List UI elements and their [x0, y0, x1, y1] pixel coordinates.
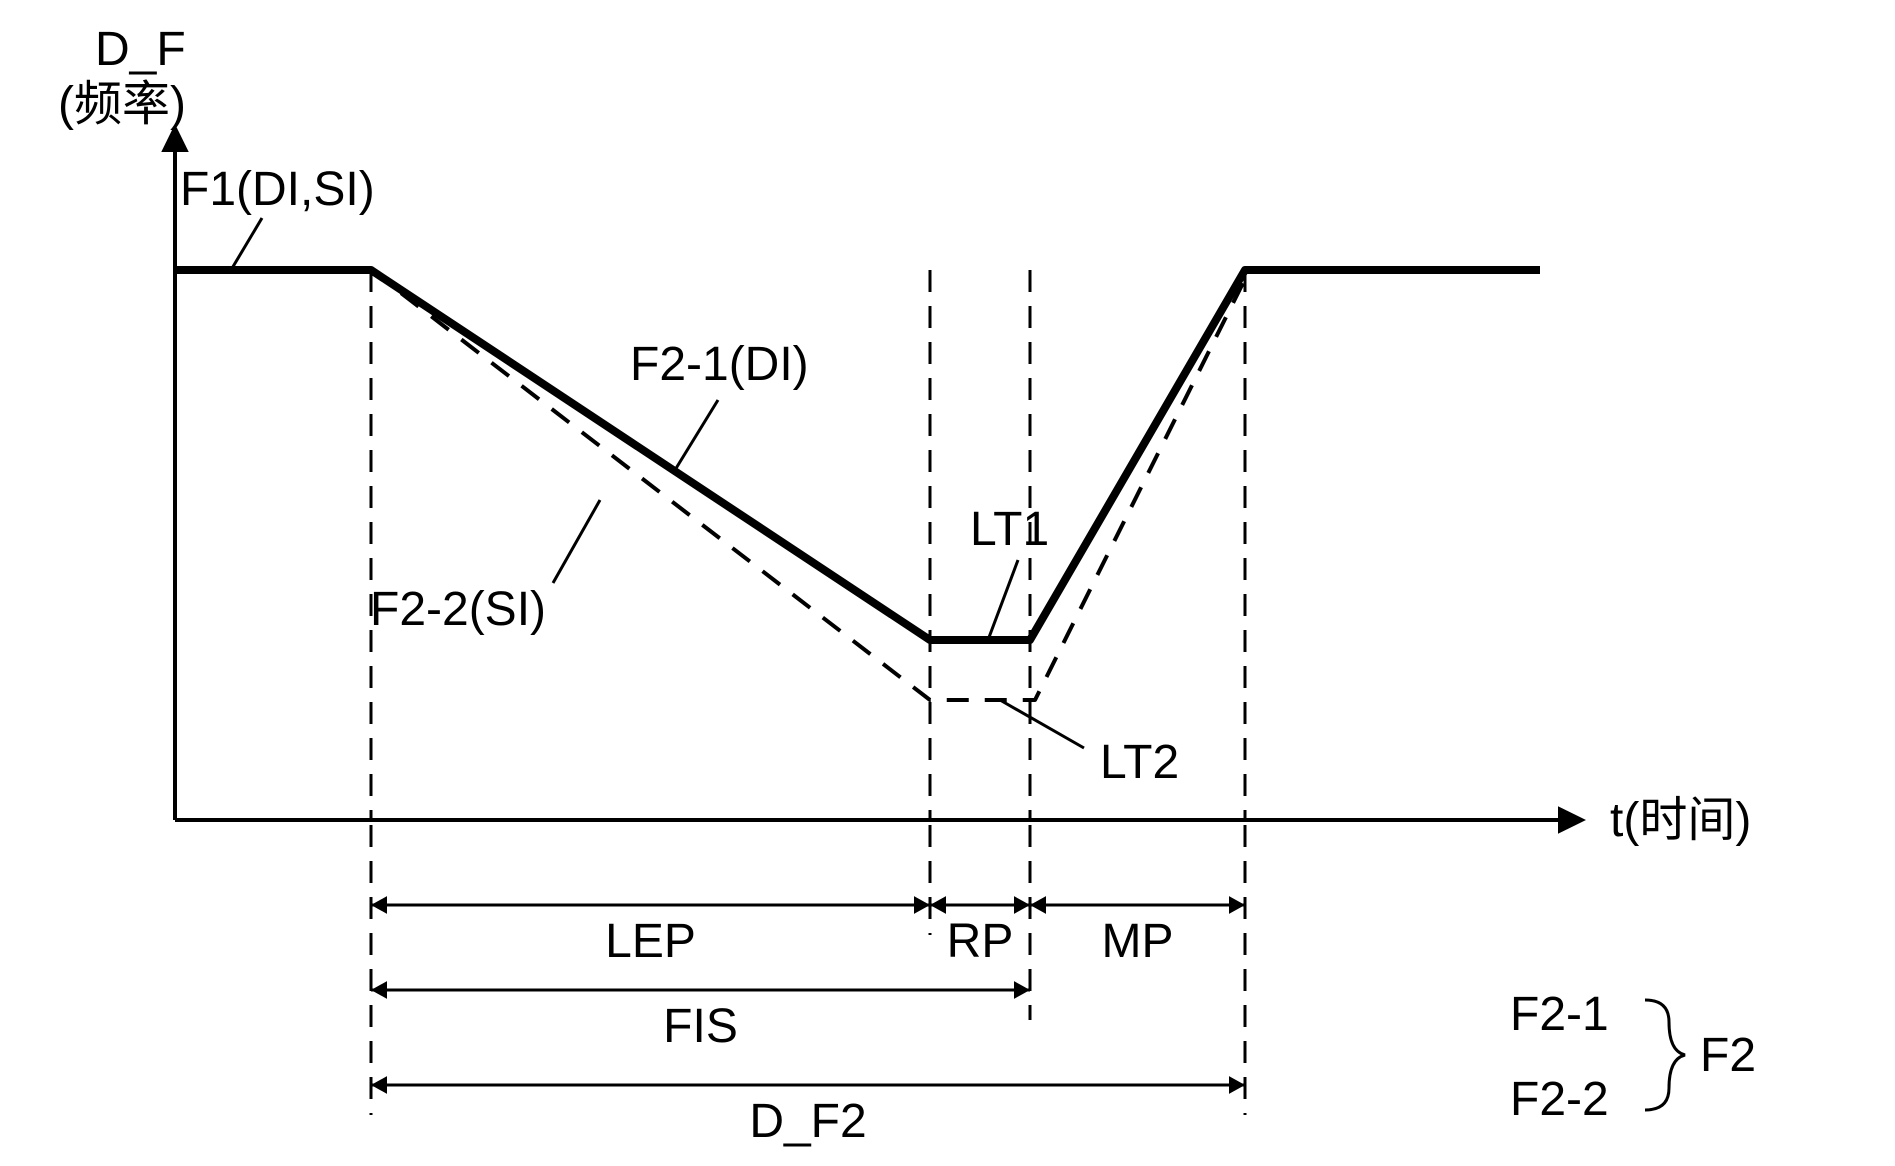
label-fis: FIS	[663, 1000, 738, 1053]
label-f2-2: F2-2(SI)	[370, 583, 546, 636]
legend-f2-2: F2-2	[1510, 1073, 1609, 1126]
label-mp: MP	[1102, 915, 1174, 968]
label-lt1: LT1	[970, 503, 1049, 556]
x-axis-label: t(时间)	[1610, 794, 1751, 847]
y-axis-label-1: D_F	[95, 23, 186, 76]
legend-f2: F2	[1700, 1029, 1756, 1082]
label-rp: RP	[947, 915, 1014, 968]
label-lep: LEP	[605, 915, 696, 968]
y-axis-label-2: (频率)	[58, 78, 186, 131]
label-d-f2: D_F2	[749, 1095, 866, 1148]
label-f1: F1(DI,SI)	[180, 163, 375, 216]
legend-f2-1: F2-1	[1510, 988, 1609, 1041]
frequency-time-diagram: D_F(频率) t(时间) F1(DI,SI) F2-1(DI) F2-2(SI) LT1…	[0, 0, 1895, 1166]
label-lt2: LT2	[1100, 736, 1179, 789]
label-f2-1: F2-1(DI)	[630, 338, 809, 391]
